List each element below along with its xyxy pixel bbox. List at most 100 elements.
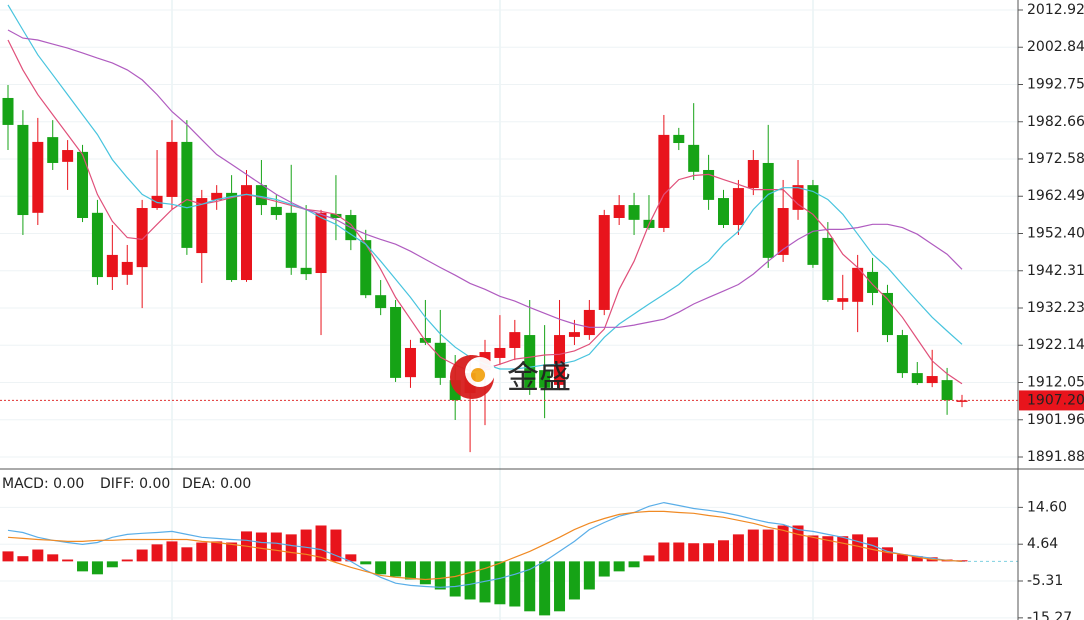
candle-body [867,271,879,293]
candle-body [77,151,89,218]
macd-bar [270,532,282,562]
candle-body [822,237,834,300]
candle-body [196,198,208,254]
macd-bar [151,544,163,562]
y-tick-label: 1972.58 [1027,151,1084,167]
macd-bar [419,561,431,585]
candle-body [807,185,819,265]
candle-body [62,150,74,162]
y-tick-label: 2012.92 [1027,2,1084,18]
y-tick-label: 1891.88 [1027,449,1084,465]
macd-bar [732,534,744,562]
macd-bar [434,561,446,590]
macd-bar [688,543,700,562]
candle-body [181,141,193,248]
candle-body [136,208,148,268]
macd-bar [360,561,372,565]
macd-bar [91,561,103,575]
macd-bar [792,525,804,562]
macd-bar [62,559,74,562]
macd-bar [643,555,655,562]
macd-bar [881,547,893,562]
macd-bar [77,561,89,572]
y-tick-label: 1922.14 [1027,337,1084,353]
macd-bar [106,561,118,568]
macd-bar [17,556,29,562]
y-tick-label: 4.64 [1027,536,1058,552]
y-tick-label: 1962.49 [1027,188,1084,204]
macd-bar [673,542,685,562]
candle-body [718,198,729,226]
macd-line [7,510,963,581]
candle-body [881,292,893,336]
macd-bar [464,561,476,600]
candle-body [509,332,521,348]
macd-bar [390,561,402,577]
macd-line [7,501,963,588]
y-tick-label: -15.27 [1027,610,1072,620]
macd-bar [718,540,729,562]
candle-body [554,335,566,385]
candle-body [434,342,446,378]
macd-bar [226,542,238,562]
candle-body [792,185,804,210]
macd-bar [285,534,297,562]
macd-bar [255,532,267,562]
candle-body [121,261,133,275]
y-tick-label: 1992.75 [1027,76,1084,92]
y-tick-label: 1901.96 [1027,412,1084,428]
macd-bar [777,525,789,562]
last-price-box [1019,390,1084,411]
macd-bar [211,541,223,562]
candle-body [270,206,282,216]
macd-bar [837,536,849,562]
macd-bar [404,561,416,580]
candle-body [777,208,789,255]
macd-bar [121,559,133,562]
macd-bar [896,554,908,562]
candle-body [911,373,923,384]
candle-body [688,144,700,172]
candle-body [211,192,223,200]
macd-legend: MACD: 0.00 DIFF: 0.00 DEA: 0.00 [2,476,251,492]
legend-entry: DEA: 0.00 [182,476,251,492]
watermark-text: 金盛 [507,358,571,396]
watermark: 金盛 [450,355,571,399]
macd-bar [628,561,640,568]
macd-bar [658,542,670,562]
candle-body [583,309,595,336]
macd-bar [583,561,595,590]
macd-bar [762,529,774,562]
candle-body [658,134,670,228]
macd-bar [300,529,312,562]
candle-body [390,306,402,378]
macd-bar [911,556,923,562]
last-price-label: 1907.20 [1027,392,1084,408]
candle-body [32,141,44,213]
grid [0,9,1018,619]
macd-bar [345,554,357,562]
candle-body [285,212,297,268]
y-tick-label: 1912.05 [1027,375,1084,391]
candle-body [494,347,506,358]
candle-body [255,185,267,206]
candle-body [360,240,372,296]
macd-bar [166,541,178,562]
candle-body [852,267,864,302]
candle-body [47,137,59,163]
candle-body [926,376,938,384]
macd-bar [2,551,14,562]
marks [0,4,1018,616]
y-tick-label: 1952.40 [1027,226,1084,242]
candle-body [166,141,178,197]
macd-bar [449,561,461,597]
y-tick-label: 14.60 [1027,499,1067,515]
candle-body [837,298,849,302]
candle-body [91,212,103,278]
macd-bar [32,549,44,562]
macd-bar [822,536,834,562]
candle-body [747,160,759,189]
legend-entry: DIFF: 0.00 [100,476,170,492]
macd-bar [554,561,566,612]
